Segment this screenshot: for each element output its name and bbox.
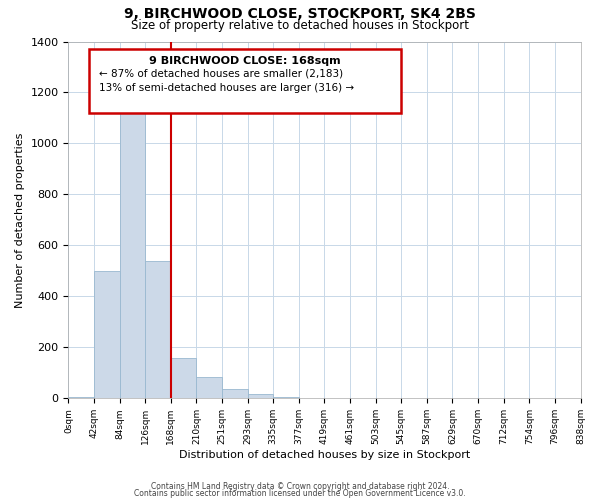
FancyBboxPatch shape bbox=[89, 48, 401, 113]
Bar bbox=[145, 260, 171, 398]
Bar bbox=[196, 378, 222, 398]
X-axis label: Distribution of detached houses by size in Stockport: Distribution of detached houses by size … bbox=[179, 450, 470, 460]
Text: 9, BIRCHWOOD CLOSE, STOCKPORT, SK4 2BS: 9, BIRCHWOOD CLOSE, STOCKPORT, SK4 2BS bbox=[124, 8, 476, 22]
Text: ← 87% of detached houses are smaller (2,183): ← 87% of detached houses are smaller (2,… bbox=[99, 68, 343, 78]
Bar bbox=[171, 358, 196, 399]
Text: 9 BIRCHWOOD CLOSE: 168sqm: 9 BIRCHWOOD CLOSE: 168sqm bbox=[149, 56, 341, 66]
Bar bbox=[94, 271, 119, 398]
Bar bbox=[273, 397, 299, 398]
Text: Contains public sector information licensed under the Open Government Licence v3: Contains public sector information licen… bbox=[134, 488, 466, 498]
Y-axis label: Number of detached properties: Number of detached properties bbox=[15, 132, 25, 308]
Bar bbox=[119, 105, 145, 399]
Text: Contains HM Land Registry data © Crown copyright and database right 2024.: Contains HM Land Registry data © Crown c… bbox=[151, 482, 449, 491]
Text: 13% of semi-detached houses are larger (316) →: 13% of semi-detached houses are larger (… bbox=[99, 82, 354, 92]
Bar bbox=[68, 397, 94, 398]
Bar bbox=[222, 390, 248, 398]
Text: Size of property relative to detached houses in Stockport: Size of property relative to detached ho… bbox=[131, 19, 469, 32]
Bar bbox=[248, 394, 273, 398]
